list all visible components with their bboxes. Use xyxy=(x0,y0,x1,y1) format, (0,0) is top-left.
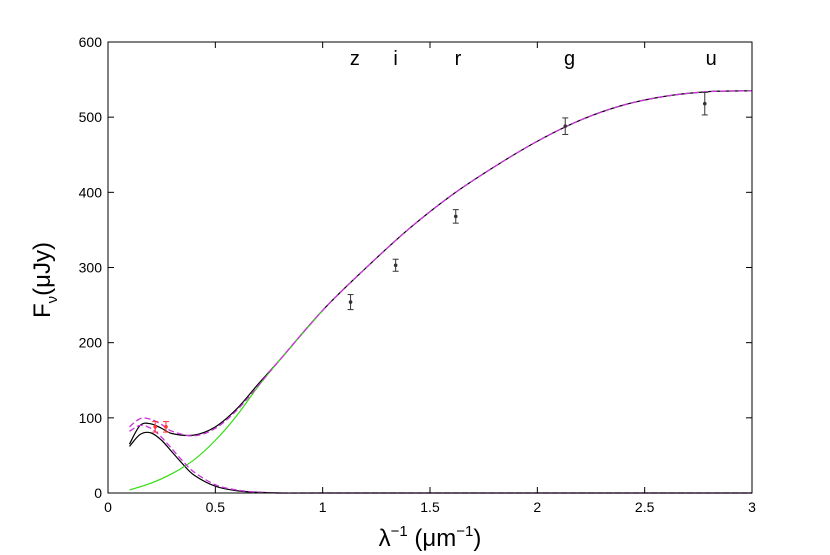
point-marker xyxy=(393,263,398,268)
optical-data-point xyxy=(562,117,569,135)
x-tick-label: 3 xyxy=(748,499,756,515)
point-marker xyxy=(453,214,458,219)
data-points xyxy=(152,91,708,433)
x-axis-title: λ−1 (μm−1) xyxy=(379,523,482,552)
y-axis-title: Fν(μJy) xyxy=(29,242,61,318)
point-marker xyxy=(153,425,158,429)
y-tick-label: 0 xyxy=(94,485,102,501)
x-tick-label: 2 xyxy=(533,499,541,515)
band-label-z: z xyxy=(350,48,360,70)
infrared-data-point xyxy=(162,421,169,433)
optical-data-point xyxy=(392,258,399,272)
x-tick-label: 0.5 xyxy=(206,499,226,515)
point-marker xyxy=(348,300,353,304)
y-tick-label: 100 xyxy=(79,410,103,426)
band-label-g: g xyxy=(564,48,575,70)
y-tick-label: 200 xyxy=(79,335,103,351)
y-tick-label: 300 xyxy=(79,260,103,276)
y-tick-label: 400 xyxy=(79,184,103,200)
optical-data-point xyxy=(347,294,354,311)
x-tick-label: 1 xyxy=(319,499,327,515)
point-marker xyxy=(563,124,568,128)
band-label-r: r xyxy=(455,48,462,70)
x-tick-label: 2.5 xyxy=(635,499,655,515)
optical-data-point xyxy=(452,209,459,224)
point-marker xyxy=(702,101,707,106)
x-tick-label: 1.5 xyxy=(420,499,440,515)
band-label-u: u xyxy=(706,48,717,70)
y-tick-label: 600 xyxy=(79,34,103,50)
infrared-data-point xyxy=(152,421,159,433)
band-label-i: i xyxy=(393,48,397,70)
axes-box xyxy=(107,41,753,494)
point-marker xyxy=(164,425,168,429)
optical-data-point xyxy=(701,91,708,116)
y-tick-label: 500 xyxy=(79,109,103,125)
x-tick-label: 0 xyxy=(104,499,112,515)
axis-ticks: 0 0.5 1 1.5 2 2.5 3 0 100 200 300 400 500 600 xyxy=(79,34,756,515)
